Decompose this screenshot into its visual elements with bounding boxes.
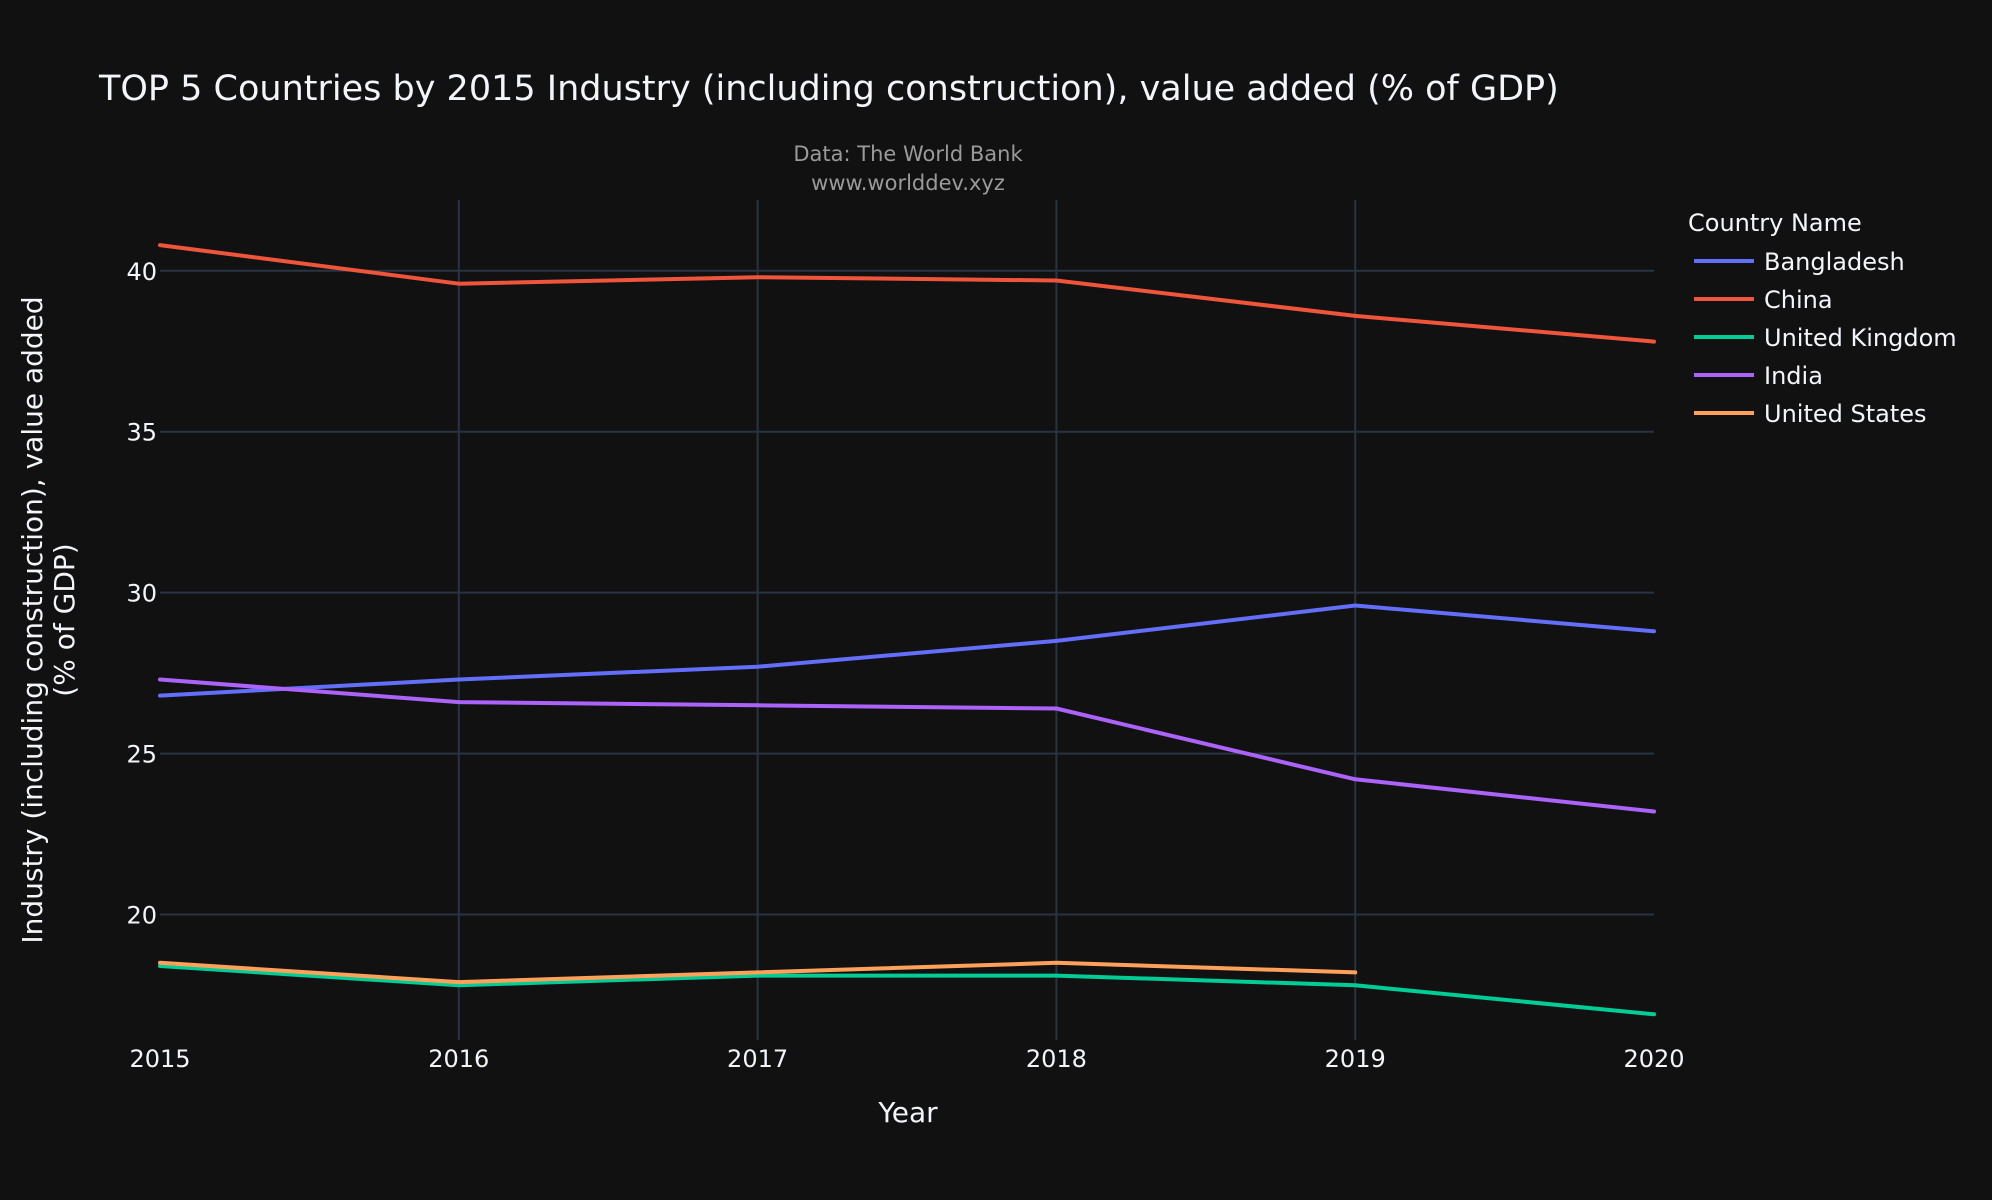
x-tick-labels: 2015 2016 2017 2018 2019 2020	[129, 1045, 1684, 1073]
y-tick-label: 25	[126, 741, 157, 769]
y-axis-title-line-1: Industry (including construction), value…	[16, 296, 49, 943]
legend-label-united-kingdom: United Kingdom	[1764, 324, 1957, 352]
x-tick-label: 2015	[129, 1045, 190, 1073]
chart-subtitle-url: www.worlddev.xyz	[811, 171, 1005, 195]
x-tick-label: 2017	[727, 1045, 788, 1073]
x-axis-title: Year	[877, 1096, 938, 1129]
y-tick-label: 30	[126, 580, 157, 608]
chart-title: TOP 5 Countries by 2015 Industry (includ…	[98, 69, 1559, 109]
y-tick-label: 20	[126, 901, 157, 929]
y-axis-title-line-2: (% of GDP)	[48, 543, 81, 696]
y-tick-labels: 20 25 30 35 40	[126, 258, 157, 930]
y-axis-title: Industry (including construction), value…	[16, 296, 81, 943]
legend-label-india: India	[1764, 362, 1823, 390]
y-tick-label: 35	[126, 419, 157, 447]
series-line-india	[158, 677, 1656, 814]
x-tick-label: 2018	[1026, 1045, 1087, 1073]
legend-label-united-states: United States	[1764, 400, 1927, 428]
series-lines	[158, 243, 1656, 1017]
legend-title: Country Name	[1688, 209, 1862, 237]
legend-item-united-kingdom[interactable]: United Kingdom	[1694, 324, 1957, 352]
series-line-united-states	[158, 960, 1358, 985]
legend-label-bangladesh: Bangladesh	[1764, 248, 1905, 276]
y-gridlines	[160, 269, 1654, 916]
x-tick-label: 2020	[1623, 1045, 1684, 1073]
legend-label-china: China	[1764, 286, 1833, 314]
x-gridlines	[457, 200, 1357, 1040]
series-line-united-kingdom	[158, 964, 1656, 1017]
legend-items: Bangladesh China United Kingdom India United…	[1694, 248, 1957, 428]
x-tick-label: 2016	[428, 1045, 489, 1073]
legend-item-india[interactable]: India	[1694, 362, 1823, 390]
chart-subtitle-source: Data: The World Bank	[793, 142, 1023, 166]
legend-item-united-states[interactable]: United States	[1694, 400, 1927, 428]
legend-item-china[interactable]: China	[1694, 286, 1833, 314]
series-line-bangladesh	[158, 603, 1656, 698]
legend: Country Name Bangladesh China United Kingd…	[1688, 209, 1957, 428]
series-line-china	[158, 243, 1656, 344]
legend-item-bangladesh[interactable]: Bangladesh	[1694, 248, 1905, 276]
x-tick-label: 2019	[1325, 1045, 1386, 1073]
y-tick-label: 40	[126, 258, 157, 286]
